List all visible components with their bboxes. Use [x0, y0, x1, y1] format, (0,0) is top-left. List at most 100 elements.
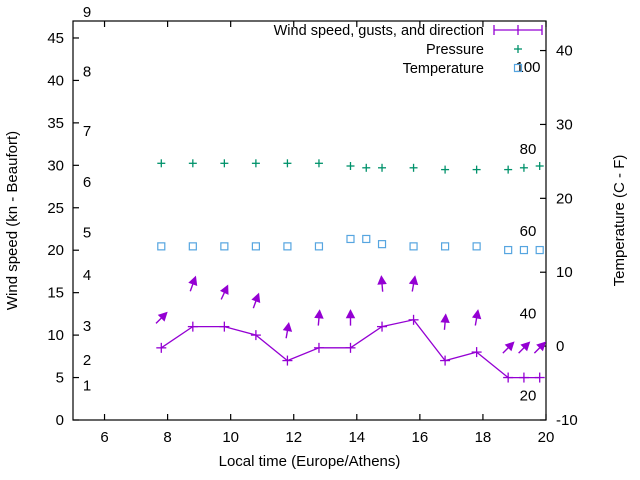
x-axis-ticks: 6 8 10 12 14 16 18 20 — [100, 21, 554, 446]
wind-direction-arrow — [533, 341, 547, 354]
y-axis-ticks: 0 5 10 15 20 25 30 35 40 45 — [47, 30, 79, 429]
x-tick-label: 12 — [285, 429, 302, 446]
x-tick-label: 20 — [538, 429, 555, 446]
y2-axis-ticks: -10 0 10 20 30 40 — [540, 43, 578, 429]
wind-direction-arrow — [188, 275, 198, 292]
fahrenheit-labels: 20 40 60 80 100 — [515, 59, 540, 404]
wind-direction-arrow — [440, 313, 450, 330]
pressure-series — [157, 159, 544, 174]
beaufort-label: 7 — [83, 123, 91, 140]
x-tick-label: 10 — [222, 429, 239, 446]
y2-tick-label: 0 — [556, 338, 564, 355]
beaufort-label: 6 — [83, 174, 91, 191]
temperature-point — [504, 245, 513, 255]
wind-direction-arrows — [155, 275, 547, 354]
legend-label: Pressure — [426, 42, 484, 58]
y2-tick-label: -10 — [556, 412, 578, 429]
wind-direction-arrow — [471, 309, 482, 326]
fahrenheit-label: 40 — [520, 305, 537, 322]
wind-speed-point — [534, 372, 545, 383]
fahrenheit-label: 60 — [520, 223, 537, 240]
wind-direction-arrow — [219, 284, 229, 300]
wind-speed-point — [518, 372, 529, 383]
beaufort-label: 8 — [83, 63, 91, 80]
temperature-point — [188, 242, 197, 251]
pressure-point — [283, 159, 292, 168]
beaufort-label: 4 — [83, 267, 91, 284]
temperature-point — [440, 242, 450, 251]
pressure-point — [157, 159, 166, 168]
wind-direction-arrow — [282, 322, 293, 339]
wind-speed-point — [345, 342, 356, 353]
wind-direction-arrow — [408, 275, 419, 292]
pressure-point — [378, 163, 387, 172]
pressure-point — [441, 165, 450, 174]
temperature-series — [157, 234, 544, 255]
y-tick-label: 10 — [47, 327, 64, 344]
temperature-point — [220, 242, 229, 251]
y-tick-label: 25 — [47, 200, 64, 217]
x-tick-label: 18 — [475, 429, 492, 446]
beaufort-label: 1 — [83, 378, 91, 395]
wind-speed-line — [160, 319, 540, 379]
y-tick-label: 40 — [47, 72, 64, 89]
y2-tick-label: 30 — [556, 116, 573, 133]
legend: Wind speed, gusts, and direction Pressure… — [274, 23, 543, 77]
pressure-point — [220, 159, 229, 168]
temperature-point — [409, 242, 418, 251]
y-tick-label: 5 — [56, 370, 64, 387]
wind-speed-point — [156, 342, 167, 353]
beaufort-label: 5 — [83, 225, 91, 242]
y-axis-title: Wind speed (kn - Beaufort) — [4, 131, 21, 310]
wind-speed-point — [503, 372, 514, 383]
y2-tick-label: 20 — [556, 190, 573, 207]
wind-direction-arrow — [377, 275, 387, 292]
fahrenheit-label: 100 — [515, 59, 540, 76]
plot-border — [72, 20, 547, 421]
wind-speed-point — [408, 314, 419, 325]
beaufort-label: 9 — [83, 4, 91, 21]
temperature-point — [377, 240, 387, 249]
wind-speed-point — [250, 330, 261, 341]
temperature-point — [535, 245, 544, 255]
wind-speed-point — [282, 355, 293, 366]
wind-speed-point — [377, 321, 388, 332]
x-tick-label: 8 — [163, 429, 171, 446]
y2-tick-label: 10 — [556, 264, 573, 281]
wind-speed-point — [471, 347, 482, 358]
pressure-point — [535, 162, 544, 170]
wind-direction-arrow — [518, 341, 531, 354]
wind-direction-arrow — [251, 292, 261, 309]
y-tick-label: 30 — [47, 157, 64, 174]
y-tick-label: 0 — [56, 412, 64, 429]
y2-tick-label: 40 — [556, 43, 573, 60]
temperature-point — [362, 234, 371, 244]
pressure-point — [251, 159, 260, 168]
wind-speed-series — [156, 314, 545, 383]
x-tick-label: 14 — [348, 429, 365, 446]
beaufort-label: 3 — [83, 318, 91, 335]
y-tick-label: 20 — [47, 242, 64, 259]
fahrenheit-label: 80 — [520, 141, 537, 158]
pressure-point — [346, 162, 355, 170]
legend-marker-square — [513, 63, 523, 73]
x-tick-label: 16 — [412, 429, 429, 446]
wind-speed-point — [440, 355, 451, 366]
legend-label: Wind speed, gusts, and direction — [274, 23, 484, 39]
temperature-point — [346, 234, 355, 244]
pressure-point — [314, 159, 323, 168]
plot-frame — [72, 20, 547, 421]
x-axis-title: Local time (Europe/Athens) — [219, 453, 401, 470]
temperature-point — [283, 242, 292, 251]
beaufort-labels: 1 2 3 4 5 6 7 8 9 — [83, 4, 91, 395]
wind-direction-arrow — [314, 309, 324, 326]
pressure-point — [409, 163, 418, 172]
wind-speed-point — [313, 342, 324, 353]
pressure-point — [188, 159, 197, 168]
wind-direction-arrow — [502, 341, 515, 354]
wind-direction-arrow — [345, 309, 356, 326]
wind-speed-point — [219, 321, 230, 332]
axis-titles: Local time (Europe/Athens) Wind speed (kn… — [4, 131, 628, 470]
wind-direction-arrow — [155, 311, 168, 324]
